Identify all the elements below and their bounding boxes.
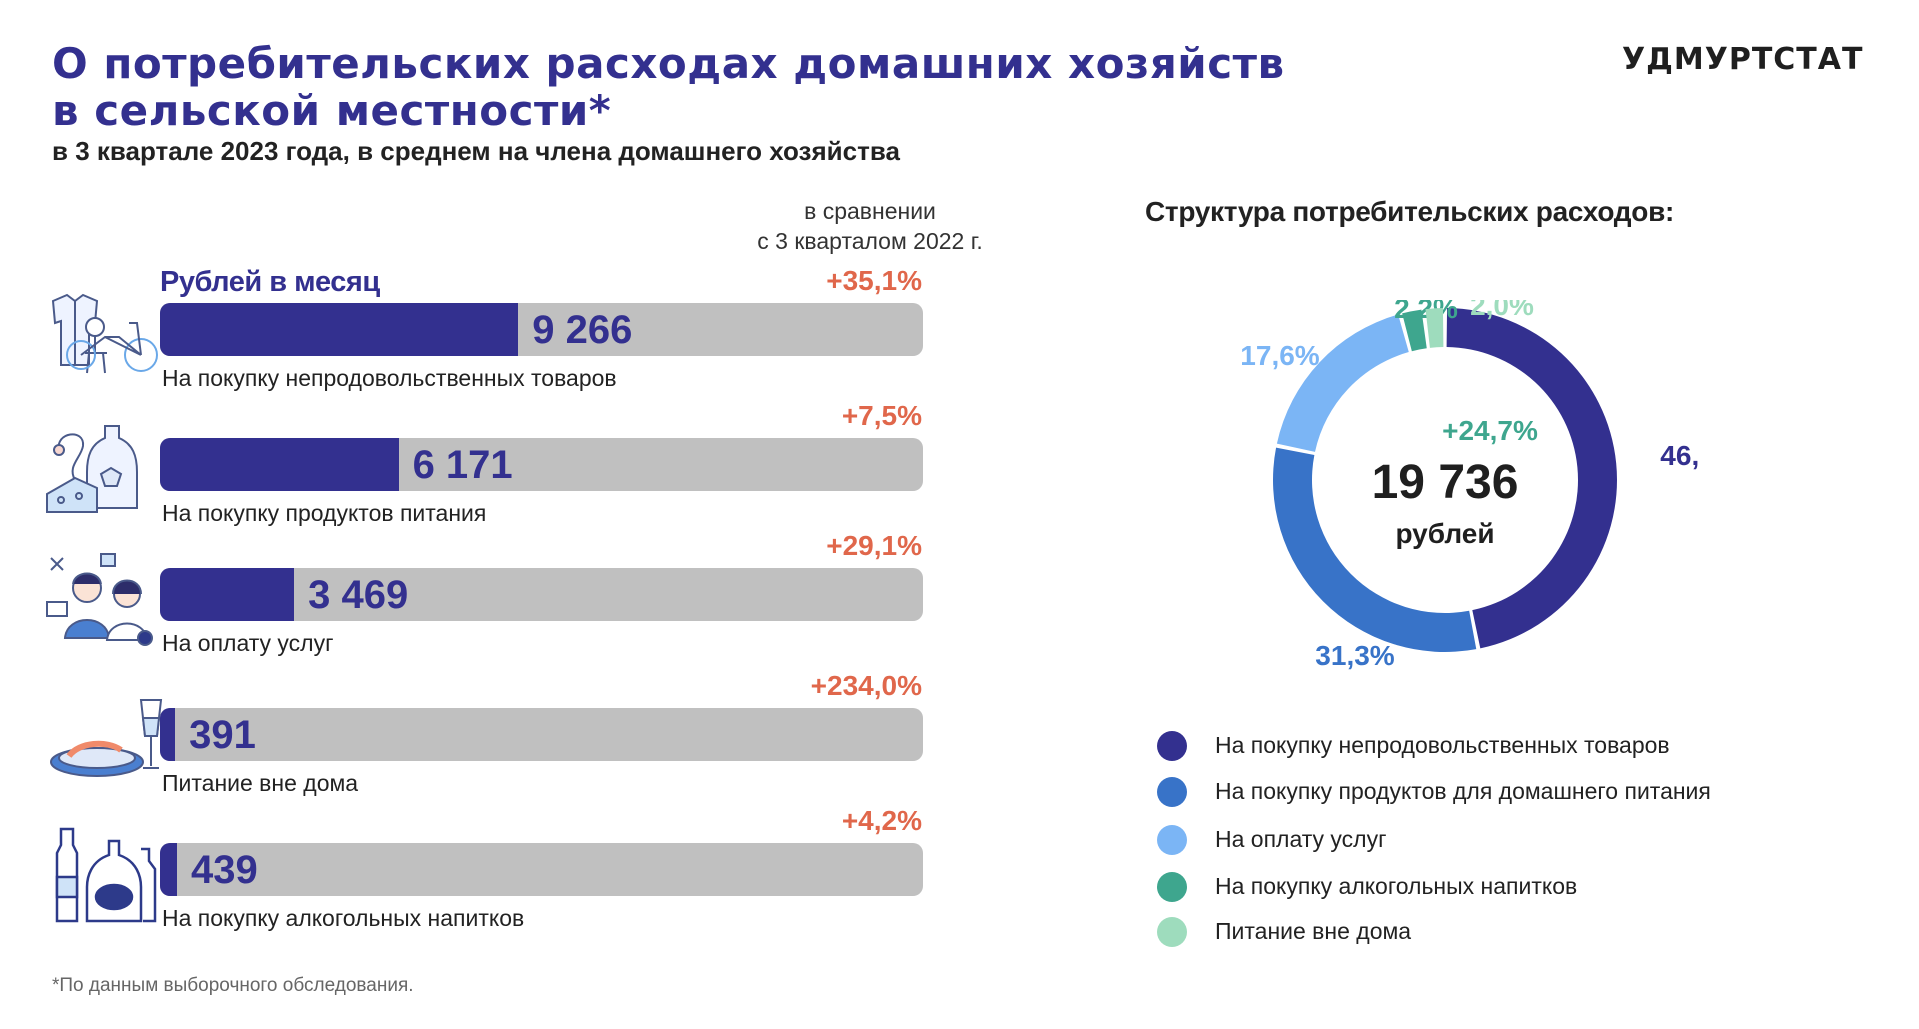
legend-label: Питание вне дома — [1215, 918, 1412, 944]
bar-row: +7,5% 6 171 На покупку продуктов питания — [0, 400, 940, 526]
donut-chart: 46,9%31,3%17,6%2,2%2,0%+24,7%19 736рубле… — [1240, 300, 1700, 671]
page-title: О потребительских расходах домашних хозя… — [52, 40, 1285, 134]
title-line-1: О потребительских расходах домашних хозя… — [52, 39, 1285, 88]
bar-row: +35,1% 9 266 На покупку непродовольственны… — [0, 265, 940, 391]
bar-value-label: 391 — [189, 713, 256, 757]
unit-label: Рублей в месяц — [160, 266, 380, 298]
bar-value-label: 6 171 — [412, 443, 513, 487]
bar-row: +4,2% 439 На покупку алкогольных напитков — [0, 805, 940, 931]
bar-row: +234,0% 391 Питание вне дома — [0, 670, 940, 796]
donut-slice-label: 17,6% — [1240, 340, 1319, 371]
bar — [160, 843, 177, 896]
donut-title: Структура потребительских расходов: — [1145, 196, 1675, 227]
legend-item: На покупку продуктов для домашнего питан… — [1155, 774, 1855, 814]
bar — [160, 568, 295, 621]
comparison-line-2: с 3 кварталом 2022 г. — [757, 228, 983, 254]
legend-label: На покупку продуктов для домашнего питан… — [1215, 778, 1711, 804]
bar — [160, 708, 176, 761]
clothes-bicycle-icon — [45, 287, 165, 383]
legend-item: На покупку алкогольных напитков — [1155, 869, 1855, 909]
bar-category-label: На покупку алкогольных напитков — [162, 905, 525, 931]
comparison-line-1: в сравнении — [804, 198, 936, 224]
donut-center-change: +24,7% — [1442, 415, 1538, 446]
donut-slice-label: 2,0% — [1470, 300, 1534, 321]
comparison-note: в сравнении с 3 кварталом 2022 г. — [720, 196, 1020, 256]
title-line-2: в сельской местности* — [52, 86, 612, 135]
food-bottle-icon — [45, 422, 165, 518]
bar-category-label: На покупку непродовольственных товаров — [162, 365, 617, 391]
legend-swatch — [1157, 731, 1187, 761]
page-subtitle: в 3 квартале 2023 года, в среднем на чле… — [52, 136, 900, 166]
legend-item: На оплату услуг — [1155, 822, 1855, 862]
bar-row: +29,1% 3 469 На оплату услуг — [0, 530, 940, 656]
donut-slice — [1425, 308, 1444, 348]
bar-value-label: 439 — [190, 848, 258, 892]
footnote: *По данным выборочного обследования. — [52, 975, 414, 996]
bar — [160, 303, 519, 356]
donut-center-unit: рублей — [1395, 518, 1494, 549]
bar — [160, 438, 399, 491]
legend-label: На оплату услуг — [1215, 826, 1387, 852]
donut-slice-label: 31,3% — [1315, 640, 1394, 671]
legend-swatch — [1157, 872, 1187, 902]
donut-slice — [1276, 314, 1409, 452]
donut-slice — [1273, 447, 1477, 652]
legend-item: Питание вне дома — [1155, 914, 1855, 954]
donut-slice — [1446, 308, 1617, 649]
bar-value-label: 3 469 — [308, 573, 409, 617]
bar-track — [160, 708, 923, 761]
bar-category-label: На покупку продуктов питания — [162, 500, 487, 526]
donut-slice-label: 46,9% — [1660, 440, 1700, 471]
legend-swatch — [1157, 825, 1187, 855]
change-label: +35,1% — [826, 265, 922, 296]
change-label: +29,1% — [826, 530, 922, 561]
services-people-icon — [45, 552, 165, 648]
bar-track — [160, 843, 923, 896]
bar-track — [160, 303, 923, 356]
legend-swatch — [1157, 777, 1187, 807]
bar-value-label: 9 266 — [532, 308, 633, 352]
legend-label: На покупку алкогольных напитков — [1215, 873, 1578, 899]
dish-glass-icon — [45, 692, 165, 788]
change-label: +234,0% — [810, 670, 922, 701]
bar-category-label: На оплату услуг — [162, 630, 334, 656]
donut-center-value: 19 736 — [1372, 456, 1519, 509]
change-label: +4,2% — [841, 805, 922, 836]
bar-category-label: Питание вне дома — [162, 770, 359, 796]
change-label: +7,5% — [841, 400, 922, 431]
bar-track — [160, 438, 923, 491]
bar-track — [160, 568, 923, 621]
legend-swatch — [1157, 917, 1187, 947]
brand-logo: УДМУРТСТАТ — [1622, 42, 1864, 77]
donut-slice — [1402, 309, 1427, 352]
legend-item: На покупку непродовольственных товаров — [1155, 728, 1855, 768]
alcohol-bottles-icon — [45, 827, 165, 923]
legend-label: На покупку непродовольственных товаров — [1215, 732, 1670, 758]
